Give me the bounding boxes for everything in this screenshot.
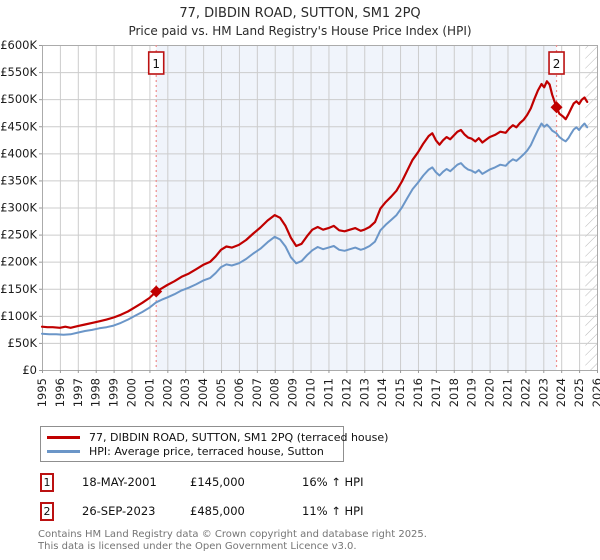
- svg-text:2022: 2022: [518, 378, 532, 407]
- blue-line-swatch: [47, 449, 80, 453]
- svg-text:2003: 2003: [178, 378, 192, 407]
- svg-text:1995: 1995: [35, 378, 49, 407]
- svg-text:£250K: £250K: [0, 228, 37, 242]
- legend-label: HPI: Average price, terraced house, Sutt…: [89, 444, 324, 458]
- sale-1-hpi-delta: 16% ↑ HPI: [302, 475, 364, 489]
- svg-text:1998: 1998: [89, 378, 103, 407]
- svg-text:2017: 2017: [429, 378, 443, 407]
- svg-text:£450K: £450K: [0, 119, 37, 133]
- svg-text:2015: 2015: [393, 378, 407, 407]
- sale-2-date: 26-SEP-2023: [82, 504, 156, 518]
- legend-item-hpi: HPI: Average price, terraced house, Sutt…: [47, 445, 335, 458]
- svg-text:1: 1: [152, 57, 160, 71]
- sale-row-1: 1 18-MAY-2001 £145,000 16% ↑ HPI: [40, 472, 560, 492]
- svg-text:2010: 2010: [304, 378, 318, 407]
- svg-text:1999: 1999: [107, 378, 121, 407]
- sale-2-price: £485,000: [190, 504, 245, 518]
- svg-text:2013: 2013: [357, 378, 371, 407]
- svg-text:2009: 2009: [286, 378, 300, 407]
- svg-text:2020: 2020: [483, 378, 497, 407]
- svg-text:2005: 2005: [214, 378, 228, 407]
- svg-text:2007: 2007: [250, 378, 264, 407]
- svg-text:2000: 2000: [125, 378, 139, 407]
- svg-text:2012: 2012: [339, 378, 353, 407]
- sale-1-price: £145,000: [190, 475, 245, 489]
- svg-text:2008: 2008: [268, 378, 282, 407]
- svg-text:1997: 1997: [71, 378, 85, 407]
- page-subtitle: Price paid vs. HM Land Registry's House …: [128, 24, 472, 38]
- svg-text:2021: 2021: [500, 378, 514, 407]
- sale-2-hpi-delta: 11% ↑ HPI: [302, 504, 364, 518]
- legend-item-property: 77, DIBDIN ROAD, SUTTON, SM1 2PQ (terrac…: [47, 431, 388, 444]
- svg-text:£550K: £550K: [0, 65, 37, 79]
- svg-text:2026: 2026: [590, 378, 600, 407]
- svg-text:£600K: £600K: [0, 38, 37, 52]
- svg-text:2004: 2004: [196, 378, 210, 407]
- svg-text:2016: 2016: [411, 378, 425, 407]
- svg-text:2024: 2024: [554, 378, 568, 407]
- license-line-1: Contains HM Land Registry data © Crown c…: [38, 529, 427, 540]
- svg-text:£500K: £500K: [0, 92, 37, 106]
- legend-label: 77, DIBDIN ROAD, SUTTON, SM1 2PQ (terrac…: [89, 430, 389, 444]
- svg-text:2002: 2002: [160, 378, 174, 407]
- svg-text:£150K: £150K: [0, 282, 37, 296]
- svg-text:2023: 2023: [536, 378, 550, 407]
- svg-text:£350K: £350K: [0, 173, 37, 187]
- red-line-swatch: [47, 435, 80, 439]
- svg-text:2001: 2001: [142, 378, 156, 407]
- license-line-2: This data is licensed under the Open Gov…: [38, 540, 357, 552]
- page-title: 77, DIBDIN ROAD, SUTTON, SM1 2PQ: [179, 6, 421, 21]
- svg-text:1996: 1996: [53, 378, 67, 407]
- svg-text:£400K: £400K: [0, 146, 37, 160]
- sale-2-badge: 2: [40, 501, 54, 521]
- svg-text:£100K: £100K: [0, 309, 37, 323]
- license-note: Contains HM Land Registry data © Crown c…: [38, 529, 598, 552]
- svg-text:2014: 2014: [375, 378, 389, 407]
- svg-text:2011: 2011: [321, 378, 335, 407]
- svg-text:£200K: £200K: [0, 255, 37, 269]
- svg-text:£300K: £300K: [0, 201, 37, 215]
- sale-row-2: 2 26-SEP-2023 £485,000 11% ↑ HPI: [40, 501, 560, 521]
- sale-1-date: 18-MAY-2001: [82, 475, 157, 489]
- price-chart: 1 2 £0 £50K £100K £150K £200K £250K £300K £350K £4…: [0, 38, 600, 407]
- svg-text:2025: 2025: [572, 378, 586, 407]
- svg-text:£50K: £50K: [8, 336, 38, 350]
- svg-text:2006: 2006: [232, 378, 246, 407]
- svg-text:2018: 2018: [447, 378, 461, 407]
- sale-1-badge: 1: [40, 472, 54, 492]
- svg-text:2019: 2019: [465, 378, 479, 407]
- svg-text:2: 2: [553, 57, 561, 71]
- svg-text:£0: £0: [22, 363, 37, 377]
- chart-legend: 77, DIBDIN ROAD, SUTTON, SM1 2PQ (terrac…: [40, 426, 388, 462]
